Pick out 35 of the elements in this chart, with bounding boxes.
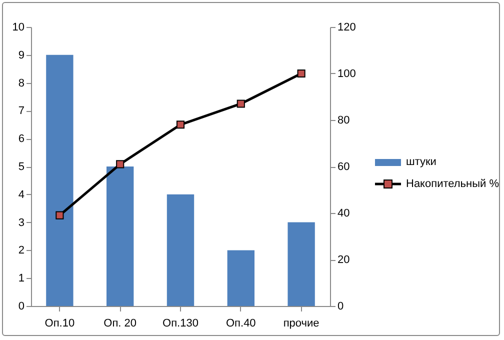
y-tick-label: 6 <box>18 133 24 146</box>
y2-tick-label: 100 <box>338 68 356 80</box>
y-tick-label: 9 <box>18 49 24 62</box>
point <box>297 69 306 78</box>
y-tick-label: 7 <box>18 105 24 118</box>
bar <box>166 194 194 306</box>
x-tick-label: Оп. 20 <box>104 318 137 330</box>
y2-tick-label: 120 <box>338 22 356 34</box>
legend-label: Накопительный % <box>406 178 499 190</box>
point <box>56 211 64 220</box>
y2-tick-label: 40 <box>338 208 350 220</box>
x-tick-label: Оп.40 <box>226 318 256 330</box>
y-tick-label: 5 <box>18 161 24 173</box>
y2-tick-label: 0 <box>338 300 344 312</box>
y2-tick-label: 60 <box>338 161 350 173</box>
x-tick-label: Оп.130 <box>162 318 198 330</box>
y-tick-label: 1 <box>18 272 24 285</box>
y2-tick-label: 20 <box>338 254 350 266</box>
y-tick-label: 0 <box>18 300 24 312</box>
bar <box>227 250 254 306</box>
legend-label: штуки <box>406 156 436 168</box>
y2-tick-label: 80 <box>338 114 350 126</box>
y-tick-label: 2 <box>18 244 24 257</box>
x-tick-label: прочие <box>283 318 320 330</box>
y-tick-label: 4 <box>18 188 24 201</box>
point <box>116 160 124 168</box>
x-tick-label: Оп.10 <box>44 318 75 330</box>
bar <box>106 166 134 306</box>
y-tick-label: 10 <box>12 22 24 34</box>
bar <box>46 54 74 306</box>
point <box>176 120 185 129</box>
y-tick-label: 3 <box>18 216 24 229</box>
y-tick-label: 8 <box>18 77 24 90</box>
point <box>236 100 245 108</box>
bar <box>288 222 315 306</box>
